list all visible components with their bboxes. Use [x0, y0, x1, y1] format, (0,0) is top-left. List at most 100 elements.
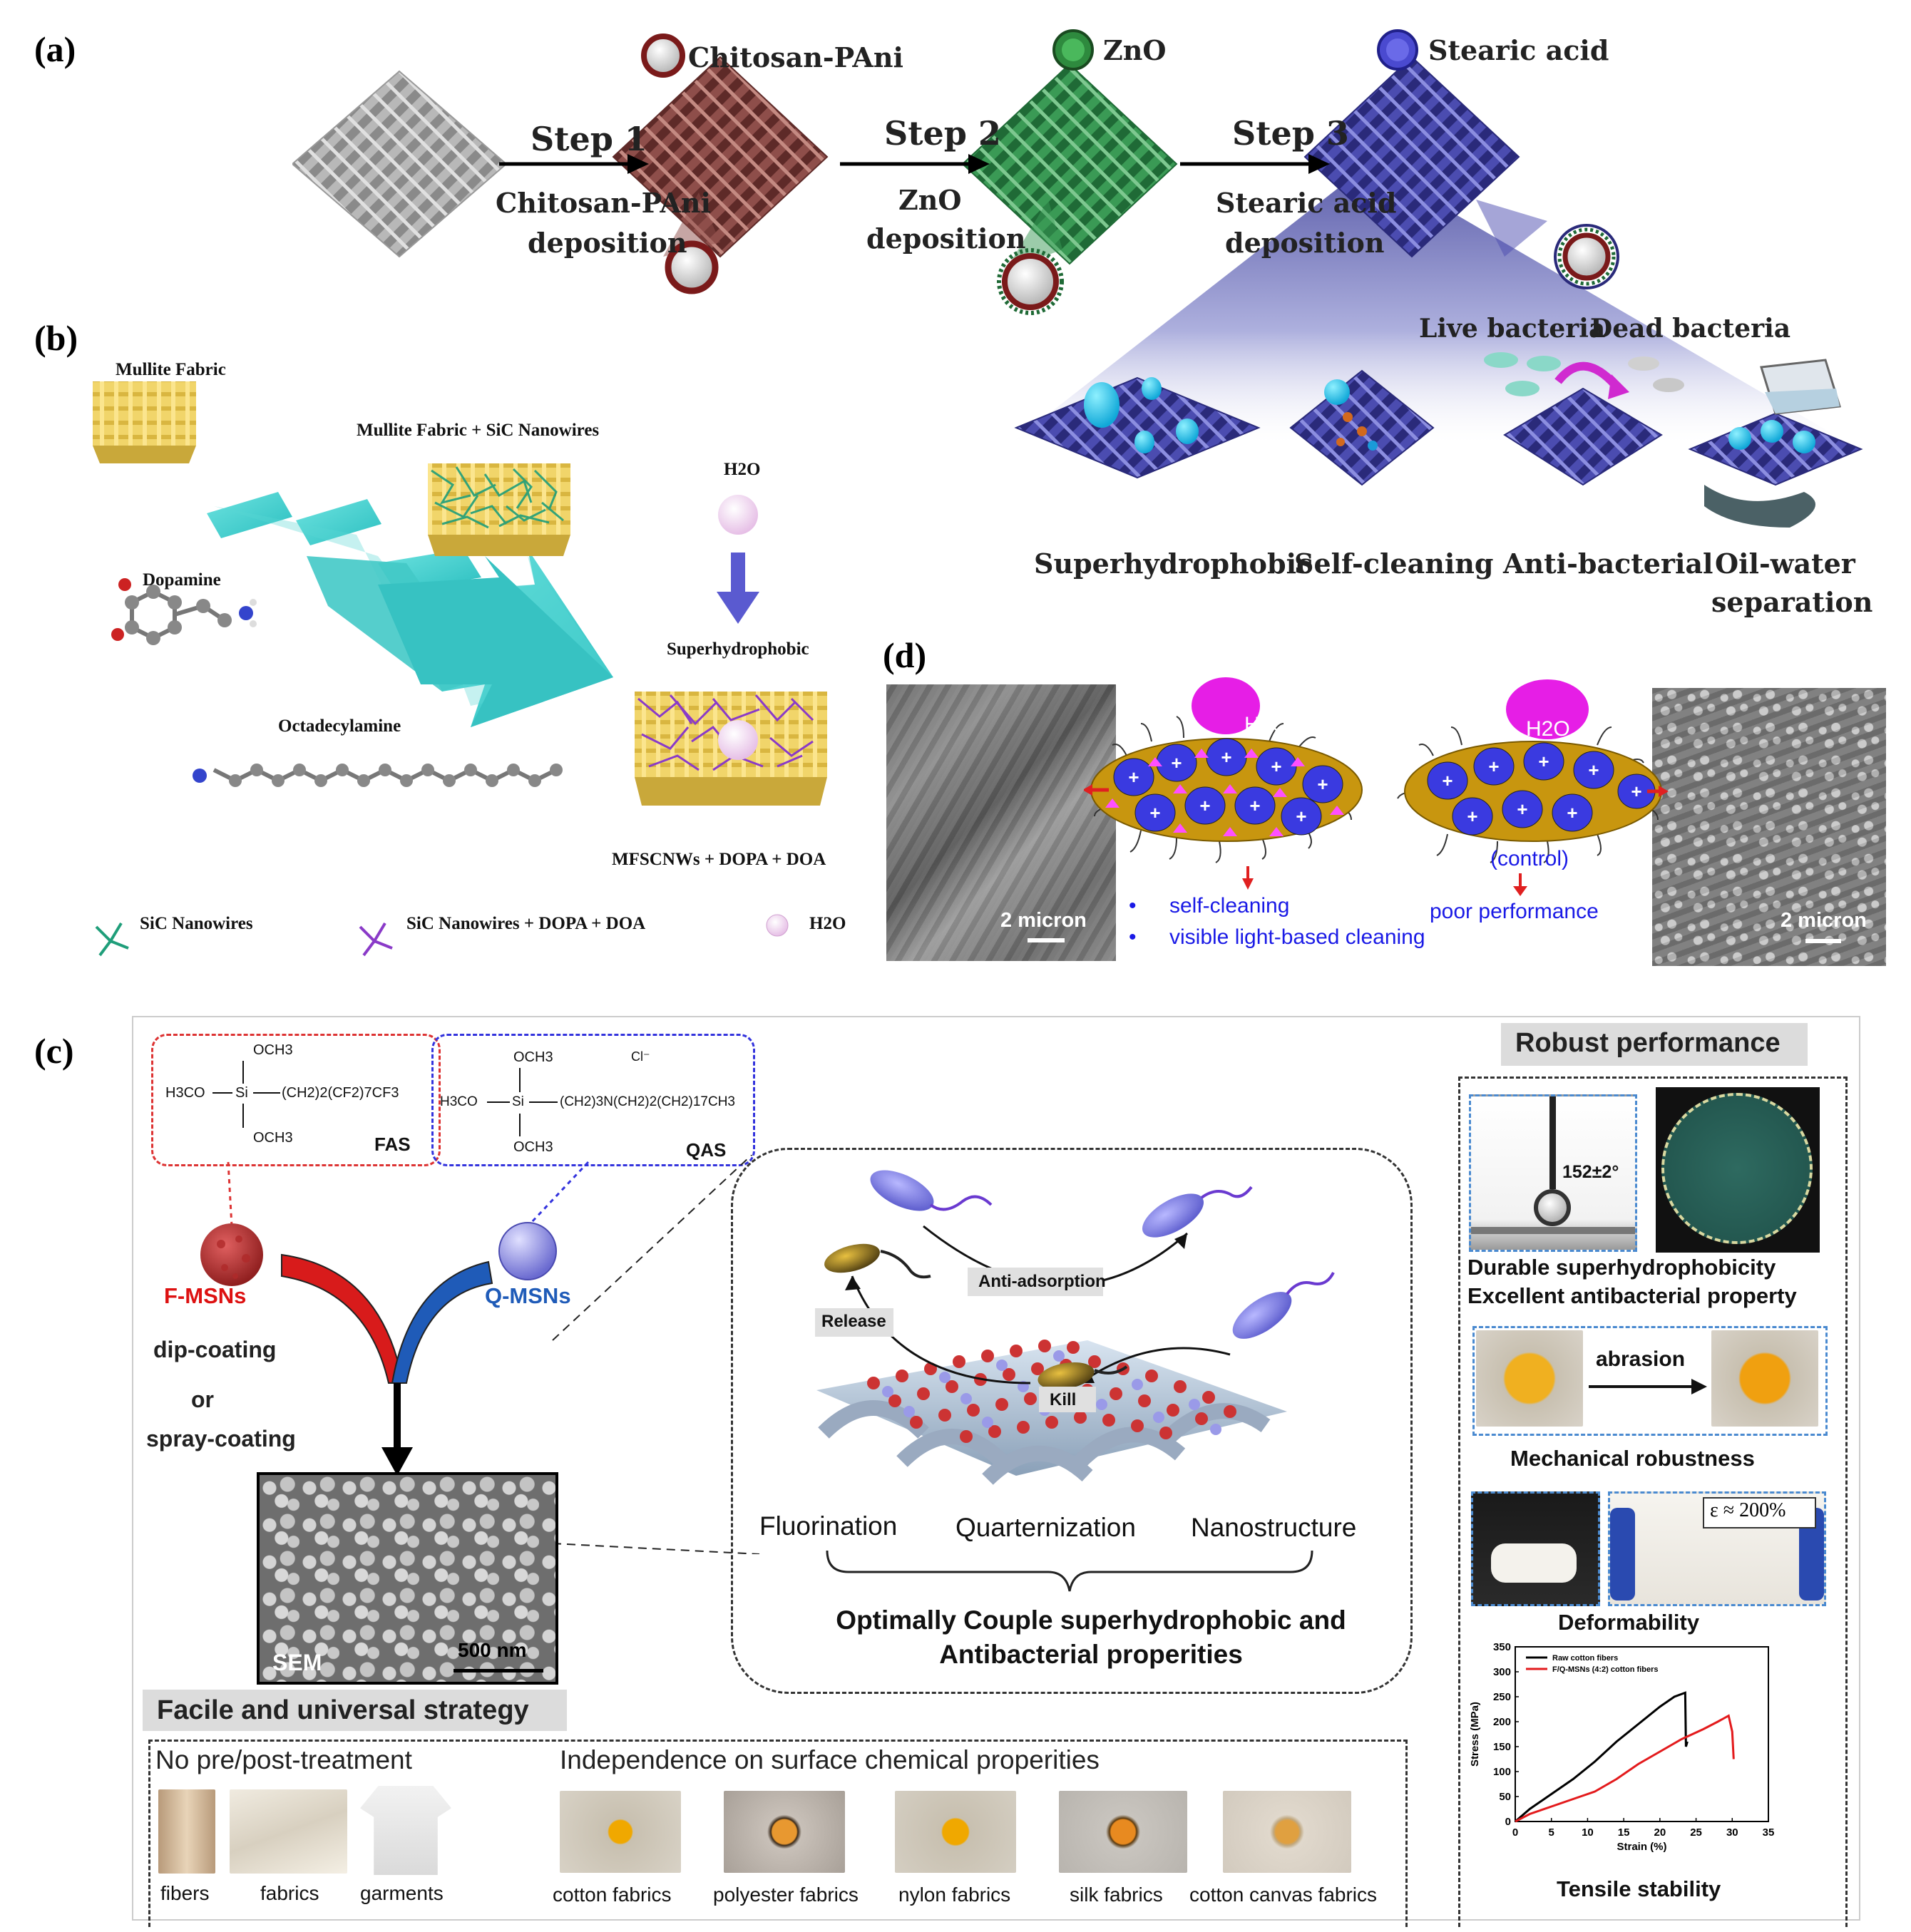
- abrasion-box: [1472, 1326, 1828, 1436]
- step3-line1: Stearic acid: [1216, 187, 1397, 219]
- robust-title: Robust performance: [1515, 1028, 1781, 1058]
- legend-h2o-label: H2O: [809, 914, 846, 933]
- tensile-label: Tensile stability: [1557, 1876, 1721, 1901]
- droplet: [1534, 1189, 1571, 1226]
- x-tick-label: 10: [1582, 1826, 1594, 1839]
- petri-dish: [1661, 1093, 1813, 1244]
- chart-series: [1515, 1691, 1735, 1823]
- strain-label-bg: [1703, 1497, 1816, 1528]
- dopamine-label: Dopamine: [143, 570, 221, 590]
- panel-label-a: (a): [34, 29, 76, 69]
- qas-si: Si: [512, 1094, 524, 1109]
- result-label: MFSCNWs + DOPA + DOA: [612, 850, 826, 869]
- panel-label-c: (c): [34, 1031, 74, 1071]
- robust-title-bg: [1501, 1023, 1808, 1066]
- panel-c-left-graphics: [200, 1155, 760, 1554]
- factor-fluorination: Fluorination: [759, 1511, 898, 1541]
- item-cotton-canvas: cotton canvas fabrics: [1189, 1884, 1378, 1906]
- anti-adsorption-label: Anti-adsorption: [978, 1272, 1106, 1291]
- scale-bar-left-label: 2 micron: [1000, 909, 1087, 932]
- fas-top: OCH3: [253, 1042, 293, 1058]
- step2-title: Step 2: [884, 114, 1001, 153]
- svg-text:+: +: [1588, 759, 1599, 781]
- qas-bond-left: [487, 1101, 510, 1103]
- x-tick-label: 30: [1726, 1826, 1738, 1839]
- svg-text:+: +: [1171, 752, 1182, 774]
- deform-photo-1: [1471, 1491, 1600, 1606]
- svg-text:+: +: [1317, 774, 1328, 795]
- scale-bar-right-label: 2 micron: [1781, 909, 1867, 932]
- polyester-fabric-photo: [724, 1791, 845, 1873]
- optimal-line1: Optimally Couple superhydrophobic and: [836, 1605, 1346, 1635]
- h2o-top-label: H2O: [724, 460, 761, 479]
- property-separation: separation: [1711, 586, 1873, 618]
- x-tick-label: 15: [1618, 1826, 1630, 1839]
- before-abrasion-photo: [1476, 1330, 1583, 1427]
- antibacterial-dish-photo: [1656, 1087, 1820, 1253]
- fas-bottom: OCH3: [253, 1130, 293, 1146]
- fas-left: H3CO: [165, 1085, 205, 1101]
- y-tick-label: 50: [1499, 1791, 1511, 1803]
- abrasion-arrow: [1589, 1385, 1696, 1388]
- y-tick-label: 200: [1493, 1716, 1511, 1728]
- needle: [1549, 1096, 1556, 1189]
- item-polyester: polyester fabrics: [713, 1884, 859, 1906]
- factors-brace: [826, 1550, 1313, 1592]
- panel-label-b: (b): [34, 318, 78, 358]
- deform-photo-2: ε ≈ 200%: [1608, 1491, 1826, 1606]
- fas-bond-left: [212, 1092, 232, 1094]
- fas-chain: (CH2)2(CF2)7CF3: [282, 1085, 399, 1101]
- robust-box: [1458, 1077, 1848, 1927]
- panel-c-frame: [132, 1016, 1860, 1921]
- legend-stearic-label: Stearic acid: [1428, 34, 1609, 66]
- plot-frame: [1515, 1646, 1769, 1822]
- x-tick-label: 5: [1549, 1826, 1554, 1839]
- sem-image-center: SEM 500 nm: [257, 1472, 558, 1685]
- svg-text:+: +: [1538, 751, 1549, 772]
- item-garments: garments: [360, 1882, 444, 1904]
- svg-text:+: +: [1128, 766, 1139, 788]
- qas-chain: (CH2)3N(CH2)2(CH2)17CH3: [560, 1094, 735, 1109]
- cotton-fabric-photo: [560, 1791, 681, 1873]
- x-tick-label: 0: [1512, 1826, 1518, 1839]
- x-tick-label: 25: [1690, 1826, 1702, 1839]
- mullite-sic-label: Mullite Fabric + SiC Nanowires: [357, 421, 600, 440]
- contact-angle-photo: 152±2°: [1469, 1094, 1637, 1252]
- poor-performance-label: poor performance: [1430, 900, 1599, 923]
- facile-title: Facile and universal strategy: [157, 1695, 529, 1725]
- superhydrophobic-label: Superhydrophobic: [667, 639, 809, 659]
- step3-line2: deposition: [1225, 227, 1385, 259]
- y-tick-label: 300: [1493, 1666, 1511, 1678]
- qas-ion: Cl⁻: [631, 1049, 650, 1064]
- sem-scale-label: 500 nm: [458, 1639, 527, 1661]
- property-self-cleaning: Self-cleaning: [1294, 548, 1494, 580]
- facile-title-bg: [143, 1690, 567, 1731]
- cotton-canvas-photo: [1223, 1791, 1351, 1873]
- svg-text:+: +: [1271, 756, 1281, 777]
- bullet-visible-light: visible light-based cleaning: [1169, 925, 1425, 949]
- qas-bond-right: [529, 1101, 558, 1103]
- coating-spray: spray-coating: [146, 1426, 296, 1451]
- panel-label-d: (d): [883, 635, 927, 675]
- contact-angle-label: 152±2°: [1562, 1162, 1619, 1182]
- substrate: [1471, 1227, 1635, 1234]
- legend-zno-label: ZnO: [1103, 34, 1167, 66]
- coating-or: or: [191, 1387, 214, 1412]
- kill-label: Kill: [1050, 1390, 1077, 1409]
- garments-photo: [360, 1786, 451, 1875]
- step2-line1: ZnO: [898, 184, 962, 216]
- fas-bond-top: [242, 1061, 244, 1084]
- twisted-fabric: [1491, 1543, 1577, 1583]
- factor-nanostructure: Nanostructure: [1191, 1513, 1357, 1542]
- svg-text:+: +: [1296, 806, 1306, 827]
- antibacterial-label: Excellent antibacterial property: [1467, 1283, 1797, 1308]
- y-tick-label: 0: [1505, 1816, 1511, 1828]
- svg-text:+: +: [1488, 756, 1499, 777]
- panel-d-schematic: + + + + + + + + + + + + + + + + +: [1084, 677, 1669, 890]
- qas-bottom: OCH3: [513, 1139, 553, 1155]
- no-treatment-label: No pre/post-treatment: [155, 1745, 412, 1774]
- deformability-label: Deformability: [1558, 1610, 1700, 1635]
- item-cotton: cotton fabrics: [553, 1884, 672, 1906]
- fas-bond-right: [253, 1092, 280, 1094]
- svg-text:+: +: [1199, 795, 1210, 816]
